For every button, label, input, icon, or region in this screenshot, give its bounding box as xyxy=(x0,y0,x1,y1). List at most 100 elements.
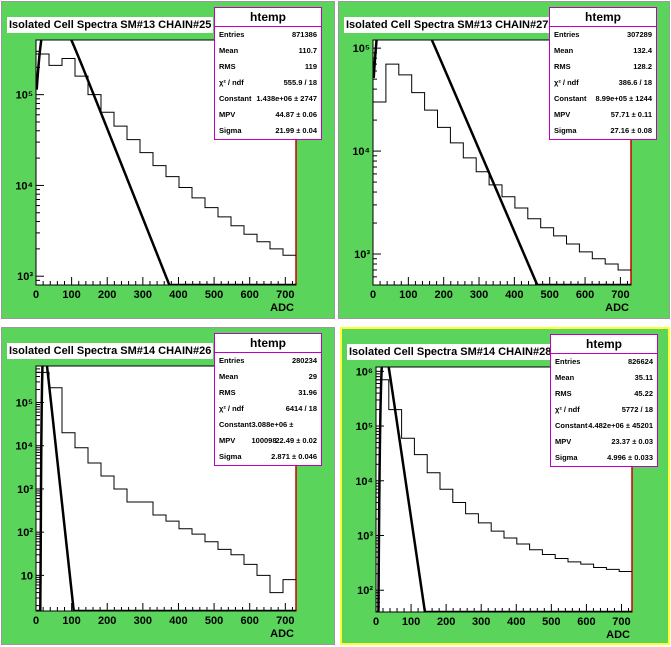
landau-fit-curve xyxy=(36,40,296,285)
stats-label: MPV xyxy=(219,436,236,445)
x-axis-label: ADC xyxy=(270,302,294,314)
x-tick-label: 300 xyxy=(134,615,152,627)
x-tick-label: 300 xyxy=(472,616,490,628)
stats-label: Mean xyxy=(219,46,239,55)
stats-label: Entries xyxy=(219,30,245,39)
stats-label: RMS xyxy=(219,62,236,71)
stats-value: 871386 xyxy=(291,30,317,39)
chart-title: Isolated Cell Spectra SM#14 CHAIN#28 xyxy=(347,344,554,360)
stats-row: Mean 35.11 xyxy=(551,370,657,386)
stats-label: MPV xyxy=(555,437,572,446)
x-tick-label: 500 xyxy=(542,616,560,628)
stats-label: RMS xyxy=(219,388,236,397)
chart-pad-3[interactable]: 0 100 200 300 400 500 600 700 10 10² 10³ 10⁴ 10⁵ ADC I… xyxy=(1,327,335,645)
y-tick-label: 10² xyxy=(357,585,373,597)
stats-value: 5772 / 18 xyxy=(621,405,653,414)
chart-title: Isolated Cell Spectra SM#13 CHAIN#27 xyxy=(344,17,551,33)
stats-box[interactable]: htemp Entries 826624 Mean 35.11 RMS 45.22 χ² / … xyxy=(550,334,658,467)
y-tick-label: 10⁵ xyxy=(16,398,33,410)
x-tick-label: 0 xyxy=(33,615,39,627)
chart-title: Isolated Cell Spectra SM#14 CHAIN#26 xyxy=(7,343,214,359)
stats-box[interactable]: htemp Entries 307289 Mean 132.4 RMS 128.2 χ² / … xyxy=(549,7,657,140)
x-tick-label: 500 xyxy=(205,289,223,301)
x-axis-label: ADC xyxy=(606,629,630,641)
stats-row: Mean 29 xyxy=(215,369,321,385)
y-tick-label: 10⁴ xyxy=(15,441,33,453)
landau-fit-curve xyxy=(373,40,631,285)
x-tick-label: 0 xyxy=(373,616,379,628)
y-tick-label: 10⁴ xyxy=(352,146,370,158)
stats-row: Entries 307289 xyxy=(550,27,656,43)
stats-value: 45.22 xyxy=(634,389,653,398)
x-tick-label: 200 xyxy=(437,616,455,628)
chart-pad-2[interactable]: 0 100 200 300 400 500 600 700 10³ 10⁴ 10⁵ ADC Isolat… xyxy=(338,1,670,319)
stats-row: Sigma 21.99 ± 0.04 xyxy=(215,123,321,139)
stats-row: χ² / ndf 386.6 / 18 xyxy=(550,75,656,91)
histogram-steps xyxy=(376,379,632,612)
chart-pad-1[interactable]: 0 100 200 300 400 500 600 700 10³ 10⁴ 10⁵ ADC Isolat… xyxy=(1,1,335,319)
stats-title: htemp xyxy=(550,8,656,27)
histogram-steps xyxy=(36,53,296,285)
histogram-steps xyxy=(36,371,296,611)
x-tick-label: 400 xyxy=(505,289,523,301)
x-tick-label: 500 xyxy=(205,615,223,627)
stats-value: 3.088e+06 ± 100098 xyxy=(251,420,294,445)
x-tick-label: 100 xyxy=(399,289,417,301)
stats-row: χ² / ndf 555.9 / 18 xyxy=(215,75,321,91)
stats-row: χ² / ndf 6414 / 18 xyxy=(215,401,321,417)
y-tick-label: 10⁵ xyxy=(16,90,33,102)
y-tick-label: 10³ xyxy=(357,531,373,543)
x-tick-label: 100 xyxy=(62,615,80,627)
stats-row: Entries 280234 xyxy=(215,353,321,369)
y-tick-label: 10⁶ xyxy=(356,366,373,378)
stats-box[interactable]: htemp Entries 871386 Mean 110.7 RMS 119 χ² / nd… xyxy=(214,7,322,140)
stats-box[interactable]: htemp Entries 280234 Mean 29 RMS 31.96 χ² / ndf… xyxy=(214,333,322,466)
x-tick-label: 600 xyxy=(577,616,595,628)
stats-label: Constant xyxy=(219,420,252,429)
x-tick-label: 600 xyxy=(241,615,259,627)
stats-row: Constant 8.99e+05 ± 1244 xyxy=(550,91,656,107)
x-tick-label: 300 xyxy=(470,289,488,301)
stats-label: Mean xyxy=(219,372,239,381)
stats-label: χ² / ndf xyxy=(219,404,244,413)
stats-value: 8.99e+05 ± 1244 xyxy=(595,94,652,103)
stats-value: 31.96 xyxy=(298,388,317,397)
stats-value: 1.438e+06 ± 2747 xyxy=(256,94,317,103)
stats-value: 27.16 ± 0.08 xyxy=(610,126,652,135)
stats-value: 110.7 xyxy=(298,46,317,55)
stats-label: Sigma xyxy=(219,126,242,135)
x-tick-label: 100 xyxy=(402,616,420,628)
stats-row: MPV 44.87 ± 0.06 xyxy=(215,107,321,123)
y-tick-label: 10⁵ xyxy=(356,421,373,433)
stats-label: χ² / ndf xyxy=(554,78,579,87)
stats-row: MPV 22.49 ± 0.02 xyxy=(215,433,321,449)
x-tick-label: 600 xyxy=(576,289,594,301)
y-tick-label: 10² xyxy=(17,527,33,539)
chart-title: Isolated Cell Spectra SM#13 CHAIN#25 xyxy=(7,17,214,33)
stats-row: Constant 3.088e+06 ± 100098 xyxy=(215,417,321,445)
x-tick-label: 0 xyxy=(33,289,39,301)
stats-value: 44.87 ± 0.06 xyxy=(275,110,317,119)
x-tick-label: 700 xyxy=(612,616,630,628)
x-tick-label: 600 xyxy=(241,289,259,301)
stats-value: 280234 xyxy=(291,356,317,365)
stats-label: Mean xyxy=(555,373,575,382)
x-tick-label: 300 xyxy=(134,289,152,301)
y-tick-label: 10³ xyxy=(17,484,33,496)
stats-value: 555.9 / 18 xyxy=(283,78,317,87)
stats-value: 307289 xyxy=(626,30,652,39)
y-tick-label: 10³ xyxy=(354,249,370,261)
stats-value: 22.49 ± 0.02 xyxy=(275,436,317,445)
x-tick-label: 200 xyxy=(98,289,116,301)
stats-row: RMS 31.96 xyxy=(215,385,321,401)
y-tick-label: 10⁴ xyxy=(15,180,33,192)
stats-label: Constant xyxy=(554,94,587,103)
y-tick-label: 10⁵ xyxy=(353,43,370,55)
stats-row: Mean 132.4 xyxy=(550,43,656,59)
stats-value: 23.37 ± 0.03 xyxy=(611,437,653,446)
stats-row: Sigma 4.996 ± 0.033 xyxy=(551,450,657,466)
stats-label: Constant xyxy=(219,94,252,103)
stats-row: RMS 128.2 xyxy=(550,59,656,75)
chart-pad-4[interactable]: 0 100 200 300 400 500 600 700 10² 10³ 10⁴ 10⁵ 10⁶ ADC… xyxy=(340,327,670,645)
